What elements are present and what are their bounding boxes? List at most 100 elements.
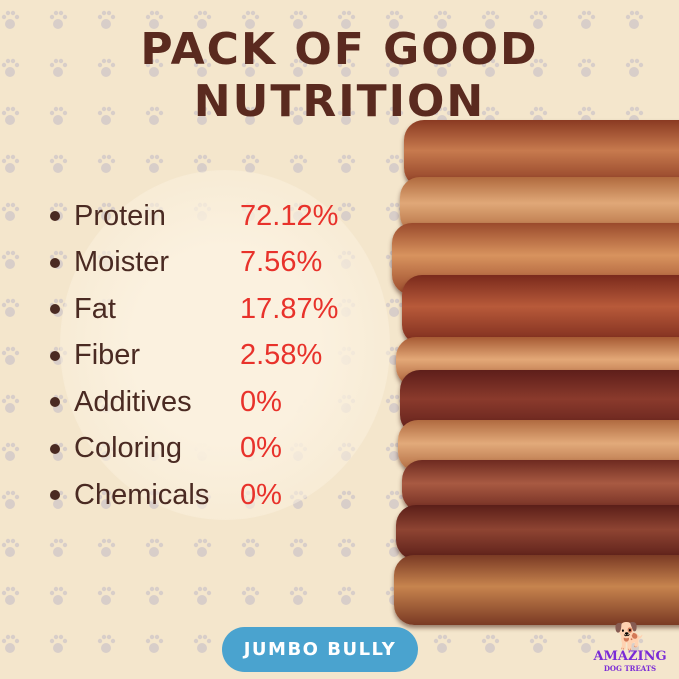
bullet-icon [50, 257, 60, 268]
nutrition-row-protein: Protein 72.12% [50, 193, 338, 240]
paw-icon [1, 106, 20, 125]
brand-logo: 🐕 AMAZING DOG TREATS [584, 624, 676, 673]
paw-icon [97, 106, 116, 125]
title-line-2: NUTRITION [193, 76, 486, 127]
paw-icon [481, 634, 500, 653]
paw-icon [1, 394, 20, 413]
dog-icon: 🐕 [613, 622, 647, 652]
nutrition-row-coloring: Coloring 0% [50, 426, 338, 473]
paw-icon [1, 298, 20, 317]
nutrient-value: 0% [240, 385, 282, 418]
paw-icon [1, 586, 20, 605]
paw-icon [97, 154, 116, 173]
paw-icon [289, 10, 308, 29]
paw-icon [1, 58, 20, 77]
paw-icon [193, 106, 212, 125]
paw-icon [433, 10, 452, 29]
bully-stick [404, 120, 679, 188]
paw-icon [145, 106, 164, 125]
background-glow [60, 170, 390, 520]
nutrient-value: 7.56% [240, 246, 323, 279]
paw-icon [625, 634, 644, 653]
paw-icon [1, 250, 20, 269]
paw-icon [145, 538, 164, 557]
bullet-icon [50, 490, 60, 501]
nutrition-row-chemicals: Chemicals 0% [50, 472, 338, 519]
paw-icon [481, 10, 500, 29]
paw-icon [385, 106, 404, 125]
paw-icon [97, 58, 116, 77]
paw-icon [49, 10, 68, 29]
paw-icon [193, 634, 212, 653]
paw-icon [337, 490, 356, 509]
nutrient-label: Protein [74, 199, 166, 232]
paw-icon [625, 10, 644, 29]
paw-icon [385, 10, 404, 29]
paw-icon [337, 154, 356, 173]
paw-icon [145, 154, 164, 173]
paw-icon [1, 10, 20, 29]
bullet-icon [50, 350, 60, 361]
paw-icon [1, 490, 20, 509]
paw-icon [241, 10, 260, 29]
paw-icon [577, 634, 596, 653]
paw-icon [241, 538, 260, 557]
nutrient-label: Chemicals [74, 478, 210, 511]
paw-icon [1, 538, 20, 557]
nutrition-row-fiber: Fiber 2.58% [50, 333, 338, 380]
paw-icon [337, 106, 356, 125]
paw-icon [289, 58, 308, 77]
paw-icon [145, 10, 164, 29]
paw-icon [97, 10, 116, 29]
paw-icon [577, 10, 596, 29]
paw-icon [337, 586, 356, 605]
paw-icon [97, 538, 116, 557]
paw-icon [385, 58, 404, 77]
nutrient-label: Moister [74, 246, 170, 279]
paw-icon [337, 538, 356, 557]
paw-icon [529, 634, 548, 653]
paw-icon [433, 58, 452, 77]
paw-icon [49, 154, 68, 173]
paw-icon [529, 10, 548, 29]
paw-icon [49, 106, 68, 125]
paw-icon [49, 58, 68, 77]
paw-icon [433, 634, 452, 653]
logo-line-1: AMAZING [593, 649, 667, 664]
paw-icon [49, 634, 68, 653]
bully-stick [396, 505, 679, 560]
paw-icon [241, 106, 260, 125]
paw-icon [193, 538, 212, 557]
paw-icon [49, 586, 68, 605]
paw-icon [145, 586, 164, 605]
nutrient-value: 0% [240, 478, 282, 511]
nutrition-row-moister: Moister 7.56% [50, 240, 338, 287]
jumbo-bully-badge[interactable]: JUMBO BULLY [222, 627, 418, 672]
nutrient-label: Additives [74, 385, 192, 418]
page-title: PACK OF GOOD NUTRITION [0, 24, 679, 128]
paw-icon [481, 58, 500, 77]
paw-icon [1, 634, 20, 653]
bully-stick [394, 555, 679, 625]
paw-icon [1, 202, 20, 221]
paw-icon [145, 634, 164, 653]
paw-icon [337, 202, 356, 221]
paw-icon [97, 202, 116, 221]
paw-icon [337, 58, 356, 77]
paw-icon [289, 586, 308, 605]
nutrient-label: Coloring [74, 432, 182, 465]
bully-stick [402, 460, 679, 512]
bullet-icon [50, 211, 60, 222]
nutrition-row-additives: Additives 0% [50, 379, 338, 426]
nutrient-value: 72.12% [240, 199, 339, 232]
nutrition-row-fat: Fat 17.87% [50, 286, 338, 333]
paw-icon [97, 490, 116, 509]
nutrient-label: Fat [74, 292, 116, 325]
paw-icon [193, 586, 212, 605]
paw-icon [193, 10, 212, 29]
bullet-icon [50, 397, 60, 408]
paw-icon [1, 442, 20, 461]
bully-sticks-image [392, 115, 679, 627]
paw-icon [241, 58, 260, 77]
nutrient-label: Fiber [74, 339, 141, 372]
